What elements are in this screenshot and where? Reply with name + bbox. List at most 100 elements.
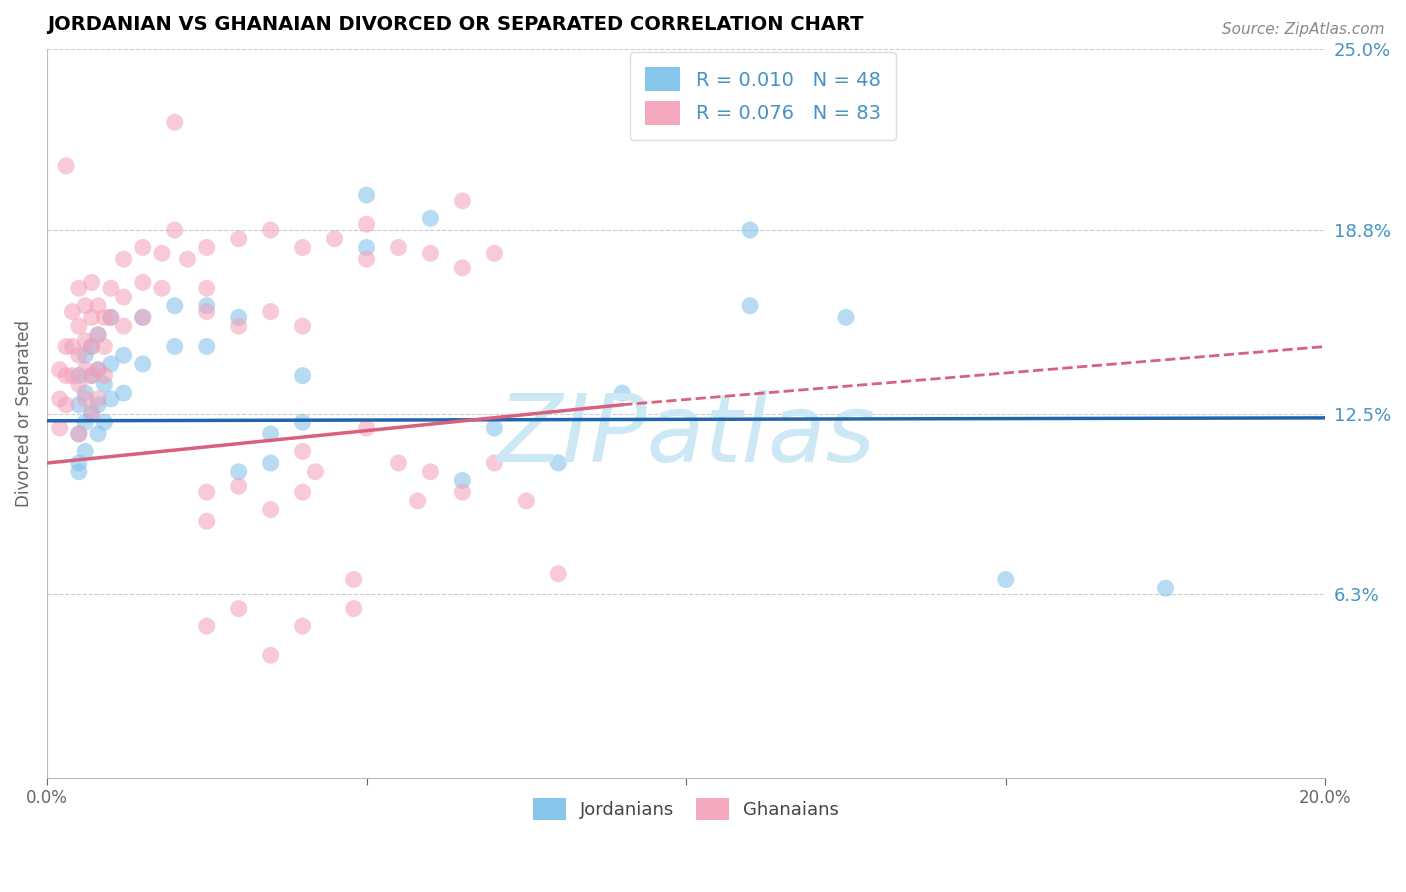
Point bbox=[75, 415, 97, 429]
Point bbox=[67, 426, 90, 441]
Point bbox=[87, 392, 110, 406]
Point bbox=[48, 392, 70, 406]
Point bbox=[48, 363, 70, 377]
Point bbox=[291, 319, 314, 334]
Point bbox=[304, 465, 326, 479]
Point bbox=[80, 310, 103, 325]
Point bbox=[291, 444, 314, 458]
Point bbox=[163, 299, 186, 313]
Point bbox=[547, 566, 569, 581]
Point bbox=[291, 485, 314, 500]
Point bbox=[75, 334, 97, 348]
Point bbox=[738, 299, 761, 313]
Point bbox=[62, 368, 84, 383]
Point bbox=[93, 310, 115, 325]
Point bbox=[451, 485, 474, 500]
Point bbox=[835, 310, 858, 325]
Point bbox=[195, 240, 218, 254]
Point bbox=[112, 348, 135, 362]
Point bbox=[67, 319, 90, 334]
Point bbox=[67, 368, 90, 383]
Legend: Jordanians, Ghanaians: Jordanians, Ghanaians bbox=[526, 790, 846, 827]
Point bbox=[87, 299, 110, 313]
Point bbox=[259, 223, 281, 237]
Point bbox=[228, 479, 250, 493]
Point bbox=[93, 415, 115, 429]
Point bbox=[80, 407, 103, 421]
Point bbox=[67, 377, 90, 392]
Point bbox=[75, 348, 97, 362]
Point bbox=[112, 252, 135, 267]
Point bbox=[195, 299, 218, 313]
Point bbox=[80, 339, 103, 353]
Point bbox=[291, 619, 314, 633]
Point bbox=[228, 601, 250, 615]
Point bbox=[67, 398, 90, 412]
Point bbox=[419, 246, 441, 260]
Point bbox=[100, 392, 122, 406]
Point bbox=[387, 240, 409, 254]
Point bbox=[547, 456, 569, 470]
Point bbox=[67, 281, 90, 295]
Point bbox=[323, 232, 346, 246]
Point bbox=[176, 252, 198, 267]
Point bbox=[356, 240, 378, 254]
Point bbox=[93, 339, 115, 353]
Point bbox=[343, 601, 366, 615]
Point bbox=[75, 299, 97, 313]
Point bbox=[80, 368, 103, 383]
Point bbox=[259, 304, 281, 318]
Point bbox=[163, 223, 186, 237]
Point bbox=[48, 421, 70, 435]
Point bbox=[259, 426, 281, 441]
Point bbox=[100, 310, 122, 325]
Point bbox=[75, 392, 97, 406]
Point bbox=[55, 398, 77, 412]
Point bbox=[87, 327, 110, 342]
Point bbox=[67, 348, 90, 362]
Point bbox=[228, 232, 250, 246]
Point bbox=[93, 368, 115, 383]
Point bbox=[55, 159, 77, 173]
Point bbox=[259, 502, 281, 516]
Point bbox=[80, 276, 103, 290]
Point bbox=[291, 415, 314, 429]
Point bbox=[87, 363, 110, 377]
Point bbox=[132, 240, 155, 254]
Point bbox=[291, 240, 314, 254]
Point bbox=[195, 514, 218, 528]
Point bbox=[195, 304, 218, 318]
Point bbox=[259, 456, 281, 470]
Point bbox=[738, 223, 761, 237]
Point bbox=[150, 246, 173, 260]
Point bbox=[484, 456, 506, 470]
Point bbox=[132, 310, 155, 325]
Point bbox=[451, 194, 474, 208]
Point bbox=[87, 426, 110, 441]
Point bbox=[163, 339, 186, 353]
Point bbox=[515, 494, 537, 508]
Point bbox=[112, 319, 135, 334]
Point bbox=[67, 456, 90, 470]
Point bbox=[75, 386, 97, 401]
Point bbox=[484, 246, 506, 260]
Point bbox=[87, 327, 110, 342]
Point bbox=[150, 281, 173, 295]
Text: Source: ZipAtlas.com: Source: ZipAtlas.com bbox=[1222, 22, 1385, 37]
Point bbox=[994, 573, 1017, 587]
Point bbox=[80, 368, 103, 383]
Point bbox=[80, 339, 103, 353]
Point bbox=[195, 485, 218, 500]
Point bbox=[100, 281, 122, 295]
Point bbox=[451, 474, 474, 488]
Point bbox=[67, 465, 90, 479]
Point bbox=[132, 357, 155, 371]
Point bbox=[451, 260, 474, 275]
Point bbox=[132, 310, 155, 325]
Point bbox=[100, 310, 122, 325]
Point bbox=[80, 407, 103, 421]
Point bbox=[112, 290, 135, 304]
Point bbox=[1154, 581, 1177, 595]
Point bbox=[75, 363, 97, 377]
Point bbox=[163, 115, 186, 129]
